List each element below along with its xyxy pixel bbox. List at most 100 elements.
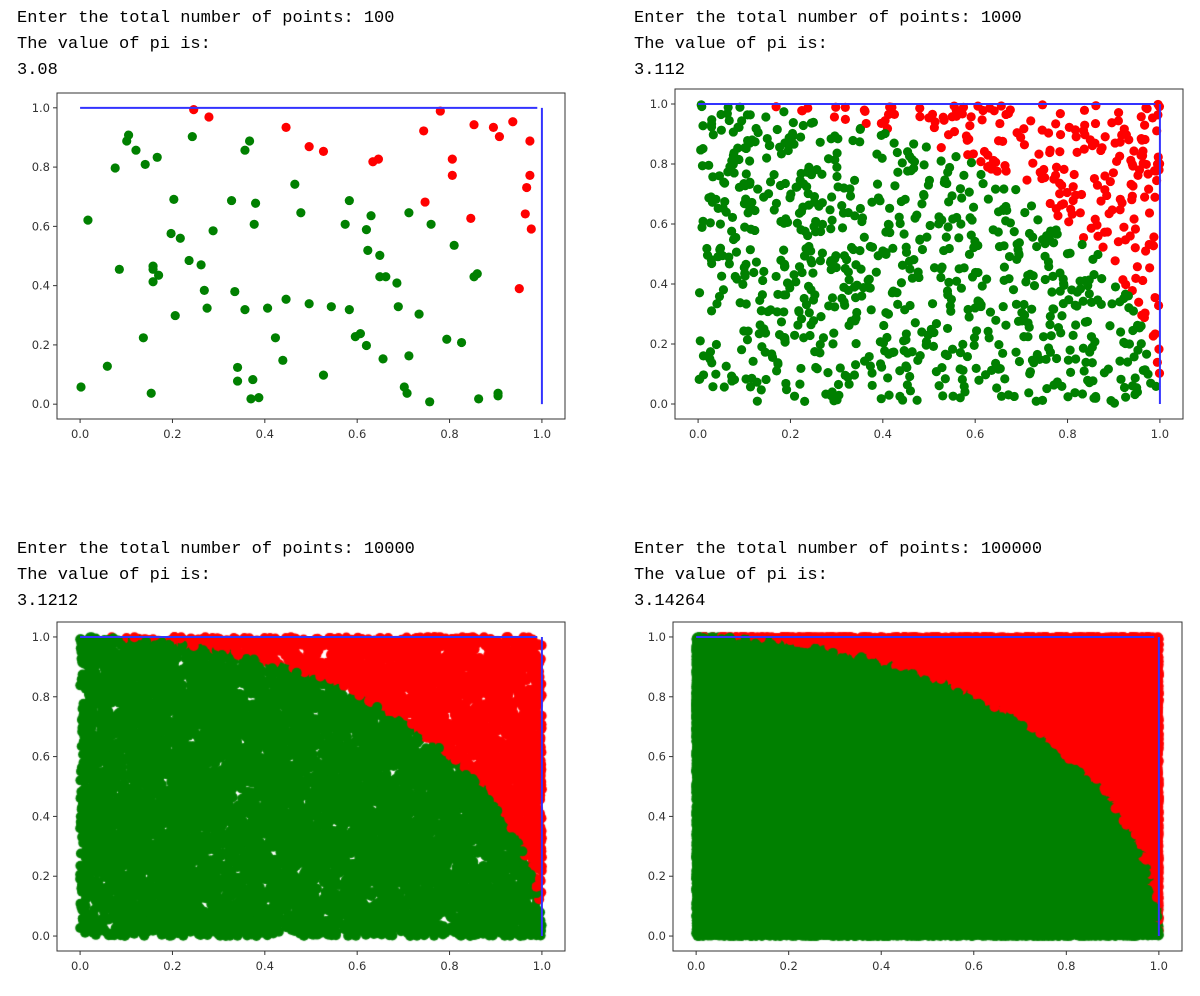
y-tick-label: 0.4 <box>650 277 668 291</box>
point-outside <box>1078 232 1089 243</box>
point-inside <box>304 299 314 309</box>
point-outside <box>1037 125 1047 135</box>
point-outside <box>1075 208 1085 218</box>
point-inside <box>392 278 402 288</box>
point-inside <box>855 203 866 214</box>
point-inside <box>1020 207 1030 218</box>
point-outside <box>1130 243 1140 253</box>
point-inside <box>959 170 969 181</box>
point-inside <box>917 199 927 209</box>
point-inside <box>404 208 414 218</box>
point-inside <box>834 390 844 400</box>
point-inside <box>843 372 853 383</box>
point-inside <box>1078 343 1088 353</box>
point-inside <box>166 228 176 239</box>
point-inside <box>393 302 403 312</box>
point-inside <box>717 271 727 281</box>
point-inside <box>1045 311 1055 321</box>
point-inside <box>957 193 967 203</box>
point-inside <box>114 264 124 274</box>
point-inside <box>958 339 968 349</box>
point-inside <box>999 262 1009 272</box>
point-inside <box>761 112 771 122</box>
x-tick-label: 0.2 <box>781 427 799 441</box>
point-inside <box>844 275 854 285</box>
point-inside <box>806 255 816 266</box>
point-inside <box>1017 316 1027 326</box>
point-inside <box>745 177 755 187</box>
point-inside <box>1130 373 1140 383</box>
point-inside <box>826 224 836 234</box>
point-inside <box>901 361 911 371</box>
x-tick-label: 0.2 <box>163 427 181 441</box>
scatter-plot-1000: 0.0 0.2 0.4 0.6 0.8 1.0 0.0 0.2 0.4 0.6 0.8 1.0 <box>650 88 1184 441</box>
point-inside <box>955 348 966 358</box>
points <box>76 104 536 407</box>
point-inside <box>772 366 782 376</box>
point-inside <box>720 197 730 207</box>
point-outside <box>1141 159 1151 170</box>
point-outside <box>943 130 954 140</box>
point-inside <box>857 291 867 301</box>
point-outside <box>1079 144 1089 154</box>
point-outside <box>1055 189 1065 199</box>
point-outside <box>1098 242 1108 252</box>
point-outside <box>1072 147 1082 157</box>
point-inside <box>998 301 1008 312</box>
scatter-plot-100000: 0.0 0.2 0.4 0.6 0.8 1.0 0.0 0.2 0.4 0.6 0.8 1.0 <box>648 621 1183 973</box>
point-inside <box>721 207 731 217</box>
point-outside <box>1115 137 1125 147</box>
point-inside <box>915 235 925 245</box>
point-outside <box>420 197 430 207</box>
point-outside <box>962 135 972 145</box>
point-inside <box>872 179 883 189</box>
point-inside <box>983 194 993 204</box>
point-outside <box>1153 300 1164 311</box>
point-inside <box>278 355 288 365</box>
point-inside <box>833 379 844 390</box>
point-inside <box>893 167 903 177</box>
point-inside <box>706 122 717 132</box>
point-inside <box>1063 392 1073 402</box>
point-outside <box>526 224 536 234</box>
point-inside <box>724 115 734 126</box>
point-inside <box>982 274 992 284</box>
point-outside <box>1062 187 1072 198</box>
point-inside <box>945 301 955 311</box>
point-inside <box>425 397 435 407</box>
point-inside <box>765 140 775 150</box>
point-inside <box>270 333 281 343</box>
point-inside <box>695 336 705 346</box>
point-inside <box>808 117 819 127</box>
point-outside <box>447 170 457 180</box>
point-inside <box>901 242 911 252</box>
point-inside <box>716 109 726 120</box>
pi-value: 3.112 <box>634 61 686 80</box>
point-outside <box>419 126 429 136</box>
axes-frame <box>674 88 1184 420</box>
x-tick-label: 0.4 <box>874 427 892 441</box>
point-outside <box>488 122 499 132</box>
point-inside <box>938 391 948 401</box>
point-inside <box>1049 304 1059 314</box>
point-inside <box>738 279 748 290</box>
point-outside <box>1003 108 1014 119</box>
point-inside <box>787 132 797 142</box>
axes-frame <box>672 621 1183 952</box>
point-inside <box>919 189 929 200</box>
point-inside <box>865 241 875 252</box>
point-inside <box>1119 382 1130 393</box>
point-outside <box>1127 191 1137 201</box>
point-inside <box>827 192 837 202</box>
point-inside <box>936 272 946 283</box>
point-inside <box>800 226 810 236</box>
point-outside <box>494 131 505 142</box>
point-inside <box>929 263 940 273</box>
point-inside <box>817 248 827 258</box>
point-inside <box>246 394 256 404</box>
point-outside <box>1132 262 1142 272</box>
point-inside <box>937 362 947 373</box>
point-inside <box>1077 239 1087 250</box>
point-inside <box>152 152 162 162</box>
point-inside <box>1011 347 1021 357</box>
